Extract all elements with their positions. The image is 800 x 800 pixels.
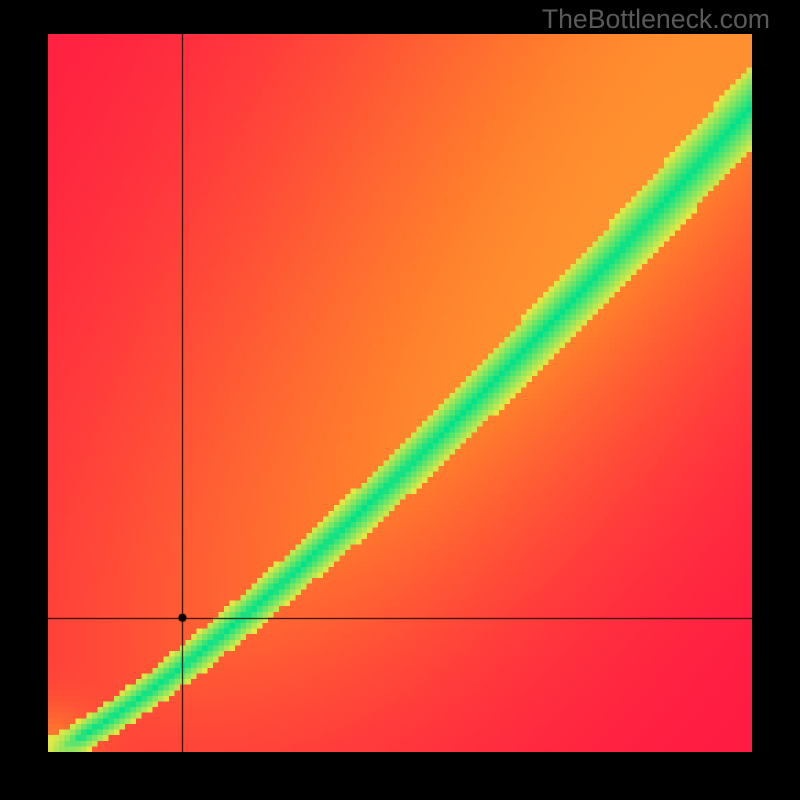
crosshair-overlay [48, 34, 752, 752]
chart-root: TheBottleneck.com [0, 0, 800, 800]
attribution-text: TheBottleneck.com [542, 4, 770, 35]
